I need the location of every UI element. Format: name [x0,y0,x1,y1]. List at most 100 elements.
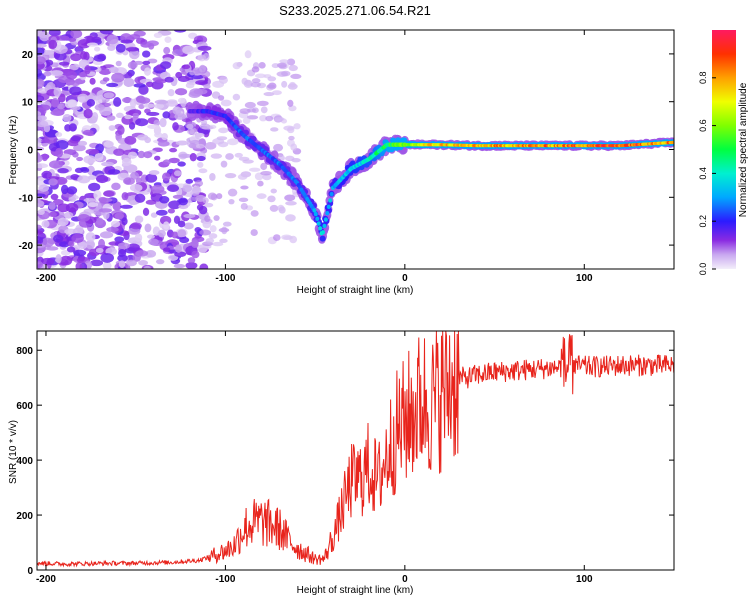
noise-blob [167,208,175,214]
noise-blob [53,87,62,97]
noise-blob [123,77,135,88]
noise-blob [78,241,88,250]
ridge-core [329,191,334,197]
noise-blob [265,115,274,122]
noise-blob [37,236,44,245]
noise-blob [154,155,161,161]
noise-blob [73,249,87,257]
noise-blob [142,60,151,65]
noise-blob [41,170,52,179]
ridge-core [312,208,317,213]
noise-blob [114,236,125,243]
noise-blob [128,151,138,159]
noise-blob [132,112,139,119]
noise-blob [37,261,43,269]
noise-blob [69,64,79,71]
colorbar-tick-label: 0.6 [698,119,708,132]
noise-blob [289,81,296,88]
noise-blob [77,39,91,49]
noise-blob [38,184,50,192]
noise-blob [189,70,196,76]
noise-blob [244,79,252,87]
noise-blob [37,224,42,230]
noise-blob [124,114,133,120]
noise-blob [177,229,187,238]
noise-blob [270,188,277,194]
noise-blob [172,49,184,56]
noise-blob [240,202,248,210]
ridge-core [671,140,674,144]
noise-blob [68,240,75,247]
colorbar-tick-label: 0.0 [698,263,708,276]
noise-blob [244,50,252,59]
noise-blob [49,70,64,77]
noise-blob [48,202,56,210]
heatmap-ytick-label: 20 [22,50,34,61]
noise-blob [103,140,114,148]
noise-blob [145,249,157,258]
noise-blob [185,178,194,184]
noise-blob [114,212,125,220]
noise-blob [250,210,259,217]
noise-blob [186,123,194,130]
noise-blob [123,177,135,185]
noise-blob [48,39,58,49]
noise-blob [91,111,99,122]
heatmap-xtick-label: -200 [36,273,56,284]
noise-blob [212,80,225,88]
noise-blob [106,115,116,121]
noise-blob [74,167,84,174]
noise-blob [183,222,194,230]
noise-blob [251,66,260,73]
noise-blob [157,229,166,238]
noise-blob [220,160,228,168]
noise-blob [37,142,42,147]
noise-blob [166,100,179,107]
noise-blob [51,98,60,108]
noise-blob [157,140,170,147]
noise-blob [240,185,249,190]
noise-blob [193,88,208,95]
snr-xtick-label: -200 [36,574,56,585]
noise-blob [197,161,204,168]
noise-blob [106,82,119,88]
noise-blob [37,120,49,128]
snr-xlabel: Height of straight line (km) [297,585,414,596]
noise-blob [153,32,163,39]
noise-blob [287,126,295,134]
noise-blob [41,138,51,144]
noise-blob [159,196,170,204]
noise-blob [148,42,155,50]
noise-blob [260,162,268,171]
noise-blob [85,232,96,242]
noise-blob [232,93,241,101]
noise-blob [133,83,146,88]
noise-blob [207,192,217,200]
snr-ytick-label: 200 [16,511,33,522]
noise-blob [100,252,115,263]
noise-blob [144,67,151,76]
noise-blob [273,234,281,241]
noise-blob [70,135,82,142]
heatmap-ytick-label: 0 [27,146,33,157]
noise-blob [129,49,140,60]
noise-blob [164,76,174,83]
noise-blob [106,227,119,233]
noise-blob [130,171,140,180]
noise-blob [41,153,48,162]
snr-ytick-label: 400 [16,456,33,467]
noise-blob [129,184,143,192]
noise-blob [143,265,151,269]
noise-blob [55,147,64,158]
noise-blob [173,30,187,33]
noise-blob [234,152,243,158]
colorbar-label: Normalized spectral amplitude [738,82,749,217]
noise-blob [259,114,267,122]
ridge-core [328,198,333,203]
noise-blob [172,106,182,115]
noise-blob [195,80,208,86]
heatmap-ylabel: Frequency (Hz) [8,116,19,185]
snr-content [37,331,674,568]
noise-blob [285,214,296,222]
noise-blob [290,143,298,151]
